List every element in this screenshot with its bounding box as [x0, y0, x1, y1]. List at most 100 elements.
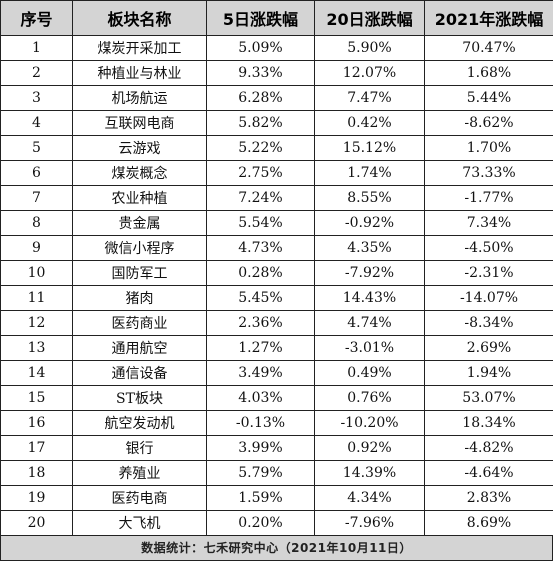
- cell-5day-change: 5.22%: [206, 135, 315, 161]
- cell-index: 11: [0, 285, 73, 311]
- cell-2021-change: -8.62%: [424, 110, 553, 136]
- table-row: 7 农业种植 7.24% 8.55% -1.77%: [0, 185, 553, 211]
- cell-sector-name: 微信小程序: [72, 235, 207, 261]
- cell-2021-change: 2.69%: [424, 335, 553, 361]
- cell-5day-change: 9.33%: [206, 60, 315, 86]
- cell-index: 12: [0, 310, 73, 336]
- cell-20day-change: 14.43%: [314, 285, 425, 311]
- cell-sector-name: 煤炭开采加工: [72, 35, 207, 61]
- header-2021-change: 2021年涨跌幅: [424, 0, 553, 36]
- cell-2021-change: 1.70%: [424, 135, 553, 161]
- header-sector-name: 板块名称: [72, 0, 207, 36]
- cell-2021-change: -4.50%: [424, 235, 553, 261]
- cell-5day-change: 5.79%: [206, 460, 315, 486]
- table-row: 10 国防军工 0.28% -7.92% -2.31%: [0, 260, 553, 286]
- cell-index: 20: [0, 510, 73, 536]
- cell-2021-change: -4.82%: [424, 435, 553, 461]
- cell-2021-change: 53.07%: [424, 385, 553, 411]
- cell-20day-change: 14.39%: [314, 460, 425, 486]
- cell-5day-change: 1.59%: [206, 485, 315, 511]
- cell-index: 18: [0, 460, 73, 486]
- cell-sector-name: 国防军工: [72, 260, 207, 286]
- cell-5day-change: 5.82%: [206, 110, 315, 136]
- cell-index: 1: [0, 35, 73, 61]
- cell-index: 3: [0, 85, 73, 111]
- table-row: 11 猪肉 5.45% 14.43% -14.07%: [0, 285, 553, 311]
- cell-2021-change: 8.69%: [424, 510, 553, 536]
- table-row: 9 微信小程序 4.73% 4.35% -4.50%: [0, 235, 553, 261]
- cell-sector-name: ST板块: [72, 385, 207, 411]
- cell-20day-change: 12.07%: [314, 60, 425, 86]
- cell-20day-change: -10.20%: [314, 410, 425, 436]
- cell-index: 7: [0, 185, 73, 211]
- cell-index: 8: [0, 210, 73, 236]
- table-row: 2 种植业与林业 9.33% 12.07% 1.68%: [0, 60, 553, 86]
- cell-20day-change: 4.34%: [314, 485, 425, 511]
- cell-sector-name: 种植业与林业: [72, 60, 207, 86]
- table-row: 16 航空发动机 -0.13% -10.20% 18.34%: [0, 410, 553, 436]
- cell-2021-change: 5.44%: [424, 85, 553, 111]
- cell-20day-change: 0.42%: [314, 110, 425, 136]
- cell-sector-name: 养殖业: [72, 460, 207, 486]
- cell-20day-change: 1.74%: [314, 160, 425, 186]
- cell-20day-change: 5.90%: [314, 35, 425, 61]
- cell-index: 14: [0, 360, 73, 386]
- table-header: 序号 板块名称 5日涨跌幅 20日涨跌幅 2021年涨跌幅: [0, 0, 553, 36]
- cell-index: 9: [0, 235, 73, 261]
- cell-20day-change: 7.47%: [314, 85, 425, 111]
- cell-sector-name: 互联网电商: [72, 110, 207, 136]
- cell-sector-name: 猪肉: [72, 285, 207, 311]
- cell-sector-name: 银行: [72, 435, 207, 461]
- cell-2021-change: -14.07%: [424, 285, 553, 311]
- cell-20day-change: 0.76%: [314, 385, 425, 411]
- table-row: 15 ST板块 4.03% 0.76% 53.07%: [0, 385, 553, 411]
- table-row: 4 互联网电商 5.82% 0.42% -8.62%: [0, 110, 553, 136]
- cell-20day-change: -7.96%: [314, 510, 425, 536]
- cell-5day-change: 4.03%: [206, 385, 315, 411]
- header-20day-change: 20日涨跌幅: [314, 0, 425, 36]
- table-row: 18 养殖业 5.79% 14.39% -4.64%: [0, 460, 553, 486]
- cell-5day-change: 1.27%: [206, 335, 315, 361]
- table-row: 6 煤炭概念 2.75% 1.74% 73.33%: [0, 160, 553, 186]
- cell-2021-change: 2.83%: [424, 485, 553, 511]
- cell-2021-change: -2.31%: [424, 260, 553, 286]
- cell-2021-change: 1.94%: [424, 360, 553, 386]
- cell-20day-change: -3.01%: [314, 335, 425, 361]
- cell-2021-change: 18.34%: [424, 410, 553, 436]
- cell-20day-change: 0.49%: [314, 360, 425, 386]
- cell-20day-change: -0.92%: [314, 210, 425, 236]
- table-row: 17 银行 3.99% 0.92% -4.82%: [0, 435, 553, 461]
- cell-sector-name: 贵金属: [72, 210, 207, 236]
- cell-5day-change: 7.24%: [206, 185, 315, 211]
- cell-sector-name: 煤炭概念: [72, 160, 207, 186]
- table-row: 14 通信设备 3.49% 0.49% 1.94%: [0, 360, 553, 386]
- table-row: 12 医药商业 2.36% 4.74% -8.34%: [0, 310, 553, 336]
- cell-index: 15: [0, 385, 73, 411]
- header-row: 序号 板块名称 5日涨跌幅 20日涨跌幅 2021年涨跌幅: [0, 0, 553, 36]
- cell-index: 16: [0, 410, 73, 436]
- table-row: 20 大飞机 0.20% -7.96% 8.69%: [0, 510, 553, 536]
- cell-index: 4: [0, 110, 73, 136]
- cell-index: 19: [0, 485, 73, 511]
- cell-2021-change: -4.64%: [424, 460, 553, 486]
- sector-performance-table: 序号 板块名称 5日涨跌幅 20日涨跌幅 2021年涨跌幅 1 煤炭开采加工 5.0…: [0, 0, 553, 536]
- cell-2021-change: 7.34%: [424, 210, 553, 236]
- cell-5day-change: 3.99%: [206, 435, 315, 461]
- cell-5day-change: 5.45%: [206, 285, 315, 311]
- cell-sector-name: 航空发动机: [72, 410, 207, 436]
- cell-5day-change: 2.36%: [206, 310, 315, 336]
- cell-sector-name: 医药商业: [72, 310, 207, 336]
- cell-20day-change: 4.74%: [314, 310, 425, 336]
- cell-sector-name: 通信设备: [72, 360, 207, 386]
- cell-5day-change: 4.73%: [206, 235, 315, 261]
- cell-sector-name: 农业种植: [72, 185, 207, 211]
- cell-2021-change: -1.77%: [424, 185, 553, 211]
- cell-index: 6: [0, 160, 73, 186]
- cell-20day-change: 4.35%: [314, 235, 425, 261]
- cell-index: 5: [0, 135, 73, 161]
- cell-20day-change: -7.92%: [314, 260, 425, 286]
- cell-5day-change: 3.49%: [206, 360, 315, 386]
- cell-2021-change: 70.47%: [424, 35, 553, 61]
- header-5day-change: 5日涨跌幅: [206, 0, 315, 36]
